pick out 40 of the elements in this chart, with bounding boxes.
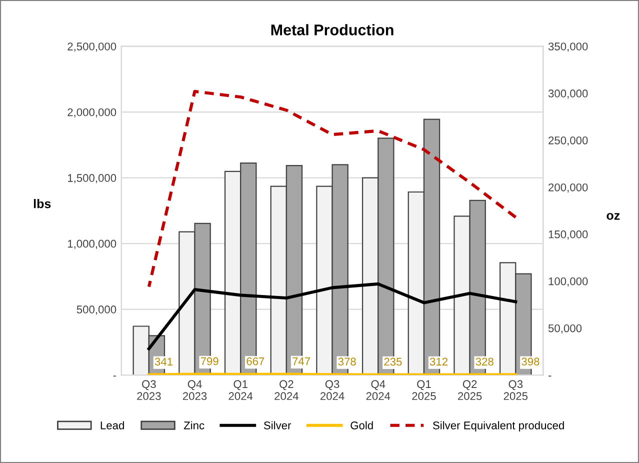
legend-label: Silver (264, 421, 292, 430)
y-tick-label: - (113, 376, 116, 377)
x-tick-label: Q1 2025 (412, 380, 436, 400)
chart-title: Metal Production (271, 24, 394, 36)
data-label: 398 (522, 358, 540, 366)
x-tick-label: Q3 2023 (137, 380, 161, 400)
x-tick-label: Q3 2025 (504, 380, 528, 400)
data-label: 312 (430, 358, 448, 366)
y-tick-label: 2,000,000 (68, 108, 116, 118)
data-label: 747 (292, 357, 310, 366)
x-tick-label: Q4 2024 (366, 380, 390, 400)
y2-tick-label: 250,000 (548, 136, 588, 146)
data-label: 235 (384, 358, 402, 366)
legend-label: Silver Equivalent produced (432, 421, 564, 432)
y2-tick-label: 100,000 (548, 277, 588, 287)
data-label: 341 (154, 358, 172, 366)
data-label: 667 (246, 357, 264, 366)
x-tick-label: Q2 2024 (274, 380, 298, 400)
x-tick-label: Q4 2023 (182, 380, 207, 400)
x-tick-label: Q3 2024 (320, 380, 344, 400)
x-tick-label: Q2 2025 (458, 380, 482, 400)
legend-label: Gold (350, 421, 373, 430)
x-tick-label: Q1 2024 (228, 380, 253, 400)
y2-axis-title: oz (606, 212, 620, 220)
y-tick-label: 500,000 (76, 306, 116, 315)
legend-label: Zinc (184, 421, 204, 430)
y2-tick-label: - (548, 376, 552, 377)
y-tick-label: 2,500,000 (68, 42, 116, 52)
y2-tick-label: 350,000 (548, 42, 588, 52)
y2-tick-label: 300,000 (548, 90, 588, 99)
y-tick-label: 1,500,000 (68, 174, 116, 184)
y-tick-label: 1,000,000 (68, 240, 116, 249)
data-label: 328 (476, 358, 494, 366)
data-label: 378 (338, 358, 356, 366)
y-axis-title: lbs (34, 199, 51, 208)
data-label: 799 (200, 357, 218, 366)
y2-tick-label: 50,000 (548, 324, 582, 334)
legend-label: Lead (100, 421, 124, 430)
y2-tick-label: 200,000 (548, 183, 588, 193)
y2-tick-label: 150,000 (548, 230, 588, 240)
